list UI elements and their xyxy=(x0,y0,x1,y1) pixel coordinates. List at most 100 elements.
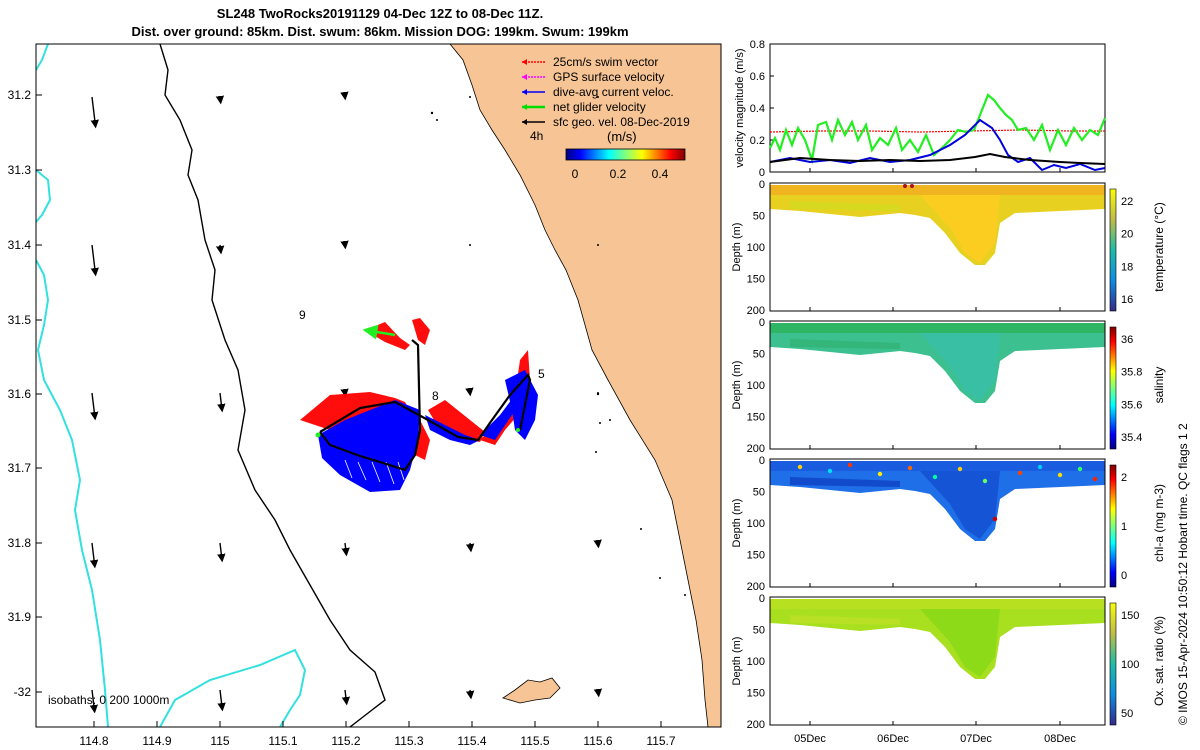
track-end-marker-2 xyxy=(516,428,520,432)
lon-tick-label: 115.7 xyxy=(646,734,675,748)
colorbar-tick: 100 xyxy=(1121,659,1139,671)
depth-tick: 200 xyxy=(747,443,765,455)
lon-axis: 114.8 114.9 115 115.1 115.2 115.3 115.4 115.5 11… xyxy=(79,721,676,748)
lat-tick-label: 31.6 xyxy=(8,387,32,401)
geo-arrow-dot xyxy=(597,392,599,394)
velocity-blue-series xyxy=(769,118,1106,172)
colorbar-tick: 0.4 xyxy=(652,167,669,181)
lon-tick-label: 115.5 xyxy=(520,734,549,748)
colorbar-tick: 0 xyxy=(1121,570,1127,582)
depth-tick: 150 xyxy=(747,688,765,700)
section-deep-feature xyxy=(920,609,1000,677)
depth-tick: 200 xyxy=(747,305,765,317)
geo-arrow xyxy=(341,689,351,706)
geo-arrow xyxy=(341,542,350,557)
hatching xyxy=(344,459,405,485)
glider-track xyxy=(319,372,532,442)
isobath-200m xyxy=(159,44,386,727)
colorbar-tick: 35.8 xyxy=(1121,367,1142,379)
section-temperature: 0 50 100 150 200 Depth (m) 22 20 18 16 temperature… xyxy=(731,179,1166,317)
chla-point xyxy=(982,478,988,484)
depth-label: Depth (m) xyxy=(731,499,743,548)
legend-label: sfc geo. vel. 08-Dec-2019 xyxy=(553,115,690,129)
section-band xyxy=(790,477,900,487)
land-mass xyxy=(449,44,721,727)
section-surface-layer xyxy=(770,323,1105,333)
depth-tick: 100 xyxy=(747,518,765,530)
section-band xyxy=(790,339,900,349)
time-axis: 05Dec 06Dec 07Dec 08Dec xyxy=(794,733,1076,745)
depth-tick: 50 xyxy=(753,211,765,223)
lon-tick-label: 115.3 xyxy=(394,734,423,748)
waypoint-8: 8 xyxy=(432,389,439,403)
legend-arrowhead xyxy=(522,59,527,65)
velocity-ytick: 0.8 xyxy=(750,39,765,51)
colorbar-label: chl-a (mg m-3) xyxy=(1152,484,1166,562)
velocity-panel: velocity magnitude (m/s) 0 0.2 0.4 0.6 0.8 xyxy=(734,39,1107,179)
lat-tick-label: 31.8 xyxy=(8,536,32,550)
section-frame xyxy=(769,320,1106,450)
isobath-1000m xyxy=(36,44,307,727)
time-tick: 08Dec xyxy=(1044,733,1076,745)
chla-point xyxy=(1017,470,1023,476)
legend-label: dive-avg current veloc. xyxy=(553,85,674,99)
legend-label: GPS surface velocity xyxy=(553,70,664,84)
depth-tick: 200 xyxy=(747,719,765,731)
lon-tick-label: 115.1 xyxy=(268,734,297,748)
geo-arrow xyxy=(89,689,98,714)
figure-subtitle: Dist. over ground: 85km. Dist. swum: 86k… xyxy=(131,24,629,39)
chla-point xyxy=(797,464,803,470)
legend-arrowhead xyxy=(522,119,527,125)
colorbar-tick: 36 xyxy=(1121,334,1133,346)
geo-arrow xyxy=(217,689,226,712)
time-step-label: 4h xyxy=(530,129,543,143)
depth-tick: 0 xyxy=(759,455,765,467)
geo-arrow-dot xyxy=(469,244,471,246)
map-panel: 9 8 5 isobaths: 0 200 1000m 25cm/s swim … xyxy=(8,43,722,748)
section-frame xyxy=(769,458,1106,588)
velocity-ytick: 0.4 xyxy=(750,103,765,115)
velocity-ylabel: velocity magnitude (m/s) xyxy=(734,48,746,167)
geo-arrow xyxy=(90,244,99,277)
geo-arrow-dot xyxy=(469,96,471,98)
depth-tick: 50 xyxy=(753,487,765,499)
geo-arrow xyxy=(217,542,226,563)
footer-note: © IMOS 15-Apr-2024 10:50:12 Hobart time.… xyxy=(1176,423,1190,725)
colorbar-tick: 50 xyxy=(1121,708,1133,720)
depth-label: Depth (m) xyxy=(731,361,743,410)
temp-hotspot xyxy=(910,184,914,188)
chla-point xyxy=(827,468,833,474)
colorbar-ticks: 0 0.2 0.4 xyxy=(572,167,669,181)
section-surface-layer xyxy=(770,185,1105,195)
velocity-yticks: 0 0.2 0.4 0.6 0.8 xyxy=(750,39,1061,179)
legend-arrowhead xyxy=(522,74,527,80)
section-colorbar xyxy=(1109,464,1117,588)
geo-arrow xyxy=(465,689,475,700)
colorbar-label: temperature (°C) xyxy=(1152,202,1166,292)
section-frame xyxy=(769,596,1106,726)
velocity-ytick: 0.6 xyxy=(750,71,765,83)
lat-tick-label: 31.7 xyxy=(8,461,32,475)
depth-tick: 100 xyxy=(747,380,765,392)
chla-point xyxy=(1037,464,1043,470)
isobaths-label: isobaths: 0 200 1000m xyxy=(48,693,169,707)
depth-tick: 50 xyxy=(753,349,765,361)
section-colorbar xyxy=(1109,188,1117,312)
lon-tick-label: 115.4 xyxy=(457,734,486,748)
colorbar-tick: 150 xyxy=(1121,610,1139,622)
geo-arrow xyxy=(217,392,226,413)
geo-arrow-dot xyxy=(597,244,599,246)
chla-point xyxy=(1092,476,1098,482)
lat-tick-label: 31.5 xyxy=(8,313,32,327)
chla-point xyxy=(1077,466,1083,472)
section-colorbar xyxy=(1109,326,1117,450)
island xyxy=(502,677,561,704)
net-velocity-arrow xyxy=(362,324,396,340)
waypoint-5: 5 xyxy=(538,367,545,381)
lat-axis: 31.2 31.3 31.4 31.5 31.6 31.7 31.8 31.9 -32 xyxy=(8,88,42,699)
section-deep-feature xyxy=(920,333,1000,401)
section-colorbar xyxy=(1109,602,1117,726)
chla-point xyxy=(847,462,853,468)
